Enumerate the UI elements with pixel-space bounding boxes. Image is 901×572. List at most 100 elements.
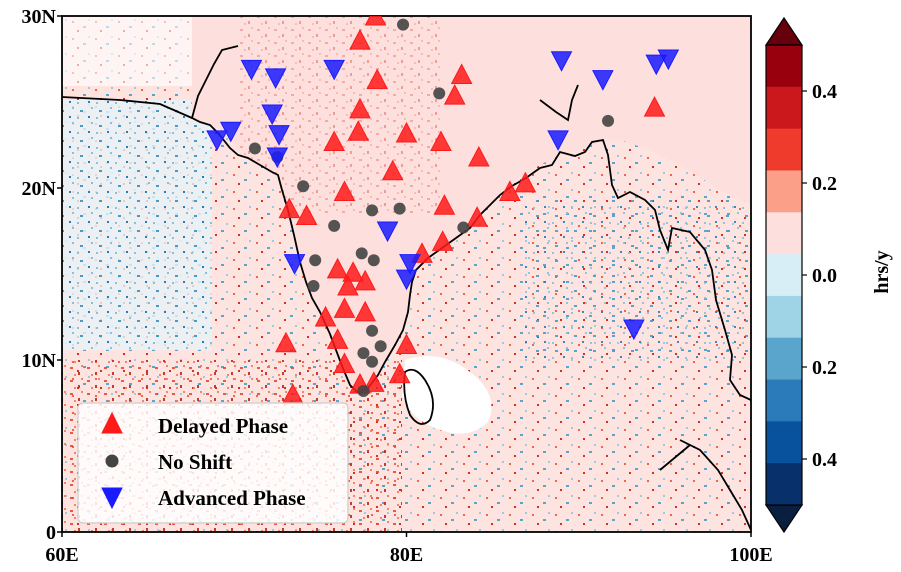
- delayed-phase-marker: [468, 145, 490, 167]
- delayed-phase-marker: [275, 331, 297, 353]
- colorbar-segment: [766, 128, 802, 171]
- legend-delayed-label: Delayed Phase: [158, 414, 288, 438]
- no-shift-marker: [357, 384, 370, 397]
- colorbar-tick-label: 0.4: [812, 81, 837, 103]
- delayed-phase-marker: [431, 230, 454, 251]
- delayed-phase-marker: [326, 328, 349, 349]
- no-shift-marker: [366, 355, 379, 368]
- no-shift-marker: [397, 18, 410, 31]
- legend-box: [77, 402, 349, 524]
- y-tick-label: 0: [46, 522, 56, 544]
- delayed-phase-marker: [337, 274, 359, 296]
- delayed-phase-marker: [433, 194, 456, 215]
- no-shift-marker: [297, 180, 310, 193]
- colorbar-tick-label: 0.4: [812, 449, 837, 471]
- delayed-phase-marker: [326, 257, 349, 279]
- advanced-phase-marker: [550, 51, 573, 72]
- delayed-phase-marker: [381, 159, 404, 181]
- no-shift-marker: [366, 324, 379, 337]
- colorbar-segment: [766, 212, 802, 255]
- colorbar: [764, 16, 804, 534]
- delayed-phase-marker: [349, 97, 371, 119]
- no-shift-marker: [367, 254, 380, 267]
- advanced-phase-marker: [592, 70, 614, 91]
- delayed-phase-marker: [388, 362, 411, 384]
- delayed-phase-marker: [354, 269, 376, 291]
- advanced-phase-marker: [376, 221, 399, 243]
- colorbar-segment: [766, 337, 802, 381]
- no-shift-marker: [248, 142, 261, 155]
- legend: Delayed Phase No Shift Advanced Phase: [77, 402, 349, 524]
- x-axis: 60E 80E 100E: [45, 532, 773, 566]
- colorbar-segment: [766, 421, 802, 464]
- advanced-phase-marker: [623, 319, 645, 341]
- colorbar-segment: [766, 254, 802, 297]
- x-tick-label: 80E: [390, 544, 423, 566]
- no-shift-marker: [357, 347, 370, 360]
- legend-advanced-label: Advanced Phase: [158, 486, 306, 510]
- colorbar-label: hrs/y: [871, 250, 893, 293]
- delayed-phase-marker: [466, 206, 488, 227]
- x-tick-label: 100E: [729, 544, 772, 566]
- no-shift-marker: [355, 247, 368, 260]
- colorbar-max-extension: [764, 16, 804, 46]
- advanced-phase-marker: [283, 254, 306, 275]
- no-shift-marker: [457, 221, 470, 234]
- no-shift-marker: [433, 87, 446, 100]
- coastline: [62, 45, 751, 531]
- delayed-phase-marker: [514, 171, 537, 193]
- delayed-phase-marker: [342, 261, 364, 282]
- no-shift-marker: [393, 202, 406, 215]
- advanced-phase-marker: [266, 147, 289, 169]
- advanced-phase-marker: [264, 68, 287, 89]
- advanced-phase-marker: [206, 130, 228, 151]
- delayed-phase-marker: [450, 63, 473, 84]
- colorbar-tick-label: 0.0: [812, 265, 837, 287]
- colorbar-segment: [766, 295, 802, 339]
- colorbar-segment: [766, 170, 802, 213]
- station-markers: [206, 16, 680, 404]
- colorbar-segment: [766, 86, 802, 130]
- advanced-phase-marker: [261, 104, 283, 126]
- y-tick-label: 10N: [22, 350, 57, 372]
- advanced-phase-marker: [547, 130, 569, 151]
- colorbar-ticks: 0.4 0.2 0.0 0.2 0.4: [802, 81, 837, 471]
- y-tick-label: 20N: [22, 178, 57, 200]
- colorbar-tick-label: 0.2: [812, 173, 837, 195]
- legend-noshift-label: No Shift: [158, 450, 232, 474]
- y-tick-label: 30N: [22, 6, 57, 28]
- colorbar-min-extension: [764, 504, 804, 534]
- advanced-phase-marker: [240, 59, 263, 81]
- legend-delayed-symbol: [101, 411, 123, 434]
- delayed-phase-marker: [314, 305, 337, 327]
- colorbar-segment: [766, 463, 802, 506]
- delayed-phase-marker: [347, 120, 370, 141]
- legend-noshift-symbol: [105, 454, 119, 468]
- delayed-phase-marker: [333, 297, 356, 318]
- x-tick-label: 60E: [45, 544, 78, 566]
- delayed-phase-marker: [333, 352, 356, 373]
- delayed-phase-marker: [333, 180, 356, 201]
- colorbar-segment: [766, 45, 802, 88]
- delayed-phase-marker: [362, 371, 385, 392]
- no-shift-marker: [309, 254, 322, 267]
- advanced-phase-marker: [323, 59, 345, 81]
- delayed-phase-marker: [366, 68, 389, 90]
- delayed-phase-marker: [643, 96, 666, 117]
- delayed-phase-marker: [395, 121, 418, 143]
- advanced-phase-marker: [657, 49, 680, 71]
- advanced-phase-marker: [395, 269, 418, 291]
- no-shift-marker: [602, 114, 615, 127]
- delayed-phase-marker: [295, 204, 318, 226]
- advanced-phase-marker: [399, 254, 421, 275]
- delayed-phase-marker: [430, 130, 452, 152]
- no-shift-marker: [328, 219, 341, 232]
- delayed-phase-marker: [278, 197, 301, 219]
- delayed-phase-marker: [354, 300, 376, 322]
- advanced-phase-marker: [645, 54, 668, 76]
- delayed-phase-marker: [349, 29, 371, 50]
- delayed-phase-marker: [443, 84, 466, 105]
- legend-advanced-symbol: [101, 487, 123, 510]
- colorbar-segment: [766, 379, 802, 422]
